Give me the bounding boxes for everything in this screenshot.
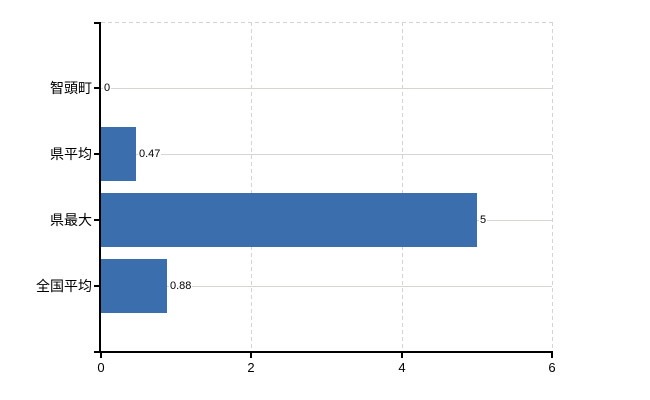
- category-label: 県最大: [50, 212, 92, 228]
- x-gridline: [251, 22, 252, 352]
- x-axis-tick: [401, 353, 403, 358]
- x-tick-label: 2: [247, 360, 255, 375]
- value-label: 5: [479, 213, 488, 227]
- value-label: 0.88: [169, 279, 193, 293]
- bar: [101, 127, 136, 181]
- category-gridline: [101, 154, 552, 155]
- x-tick-label: 4: [398, 360, 406, 375]
- plot-top-border: [101, 22, 552, 23]
- x-tick-label: 0: [97, 360, 105, 375]
- x-axis: [94, 351, 553, 353]
- x-axis-tick: [100, 353, 102, 358]
- category-label: 智頭町: [50, 80, 92, 96]
- y-axis-tick: [94, 153, 101, 155]
- y-axis-top-tick: [94, 22, 101, 24]
- x-gridline: [402, 22, 403, 352]
- y-axis: [99, 22, 101, 353]
- category-gridline: [101, 88, 552, 89]
- y-axis-tick: [94, 219, 101, 221]
- value-label: 0.47: [138, 147, 162, 161]
- value-label: 0: [103, 81, 112, 95]
- category-label: 県平均: [50, 146, 92, 162]
- y-axis-tick: [94, 285, 101, 287]
- category-gridline: [101, 286, 552, 287]
- bar: [101, 193, 477, 247]
- bar: [101, 259, 167, 313]
- y-axis-tick: [94, 87, 101, 89]
- x-tick-label: 6: [548, 360, 556, 375]
- category-label: 全国平均: [36, 278, 92, 294]
- x-gridline: [552, 22, 553, 352]
- x-axis-tick: [551, 353, 553, 358]
- x-axis-tick: [250, 353, 252, 358]
